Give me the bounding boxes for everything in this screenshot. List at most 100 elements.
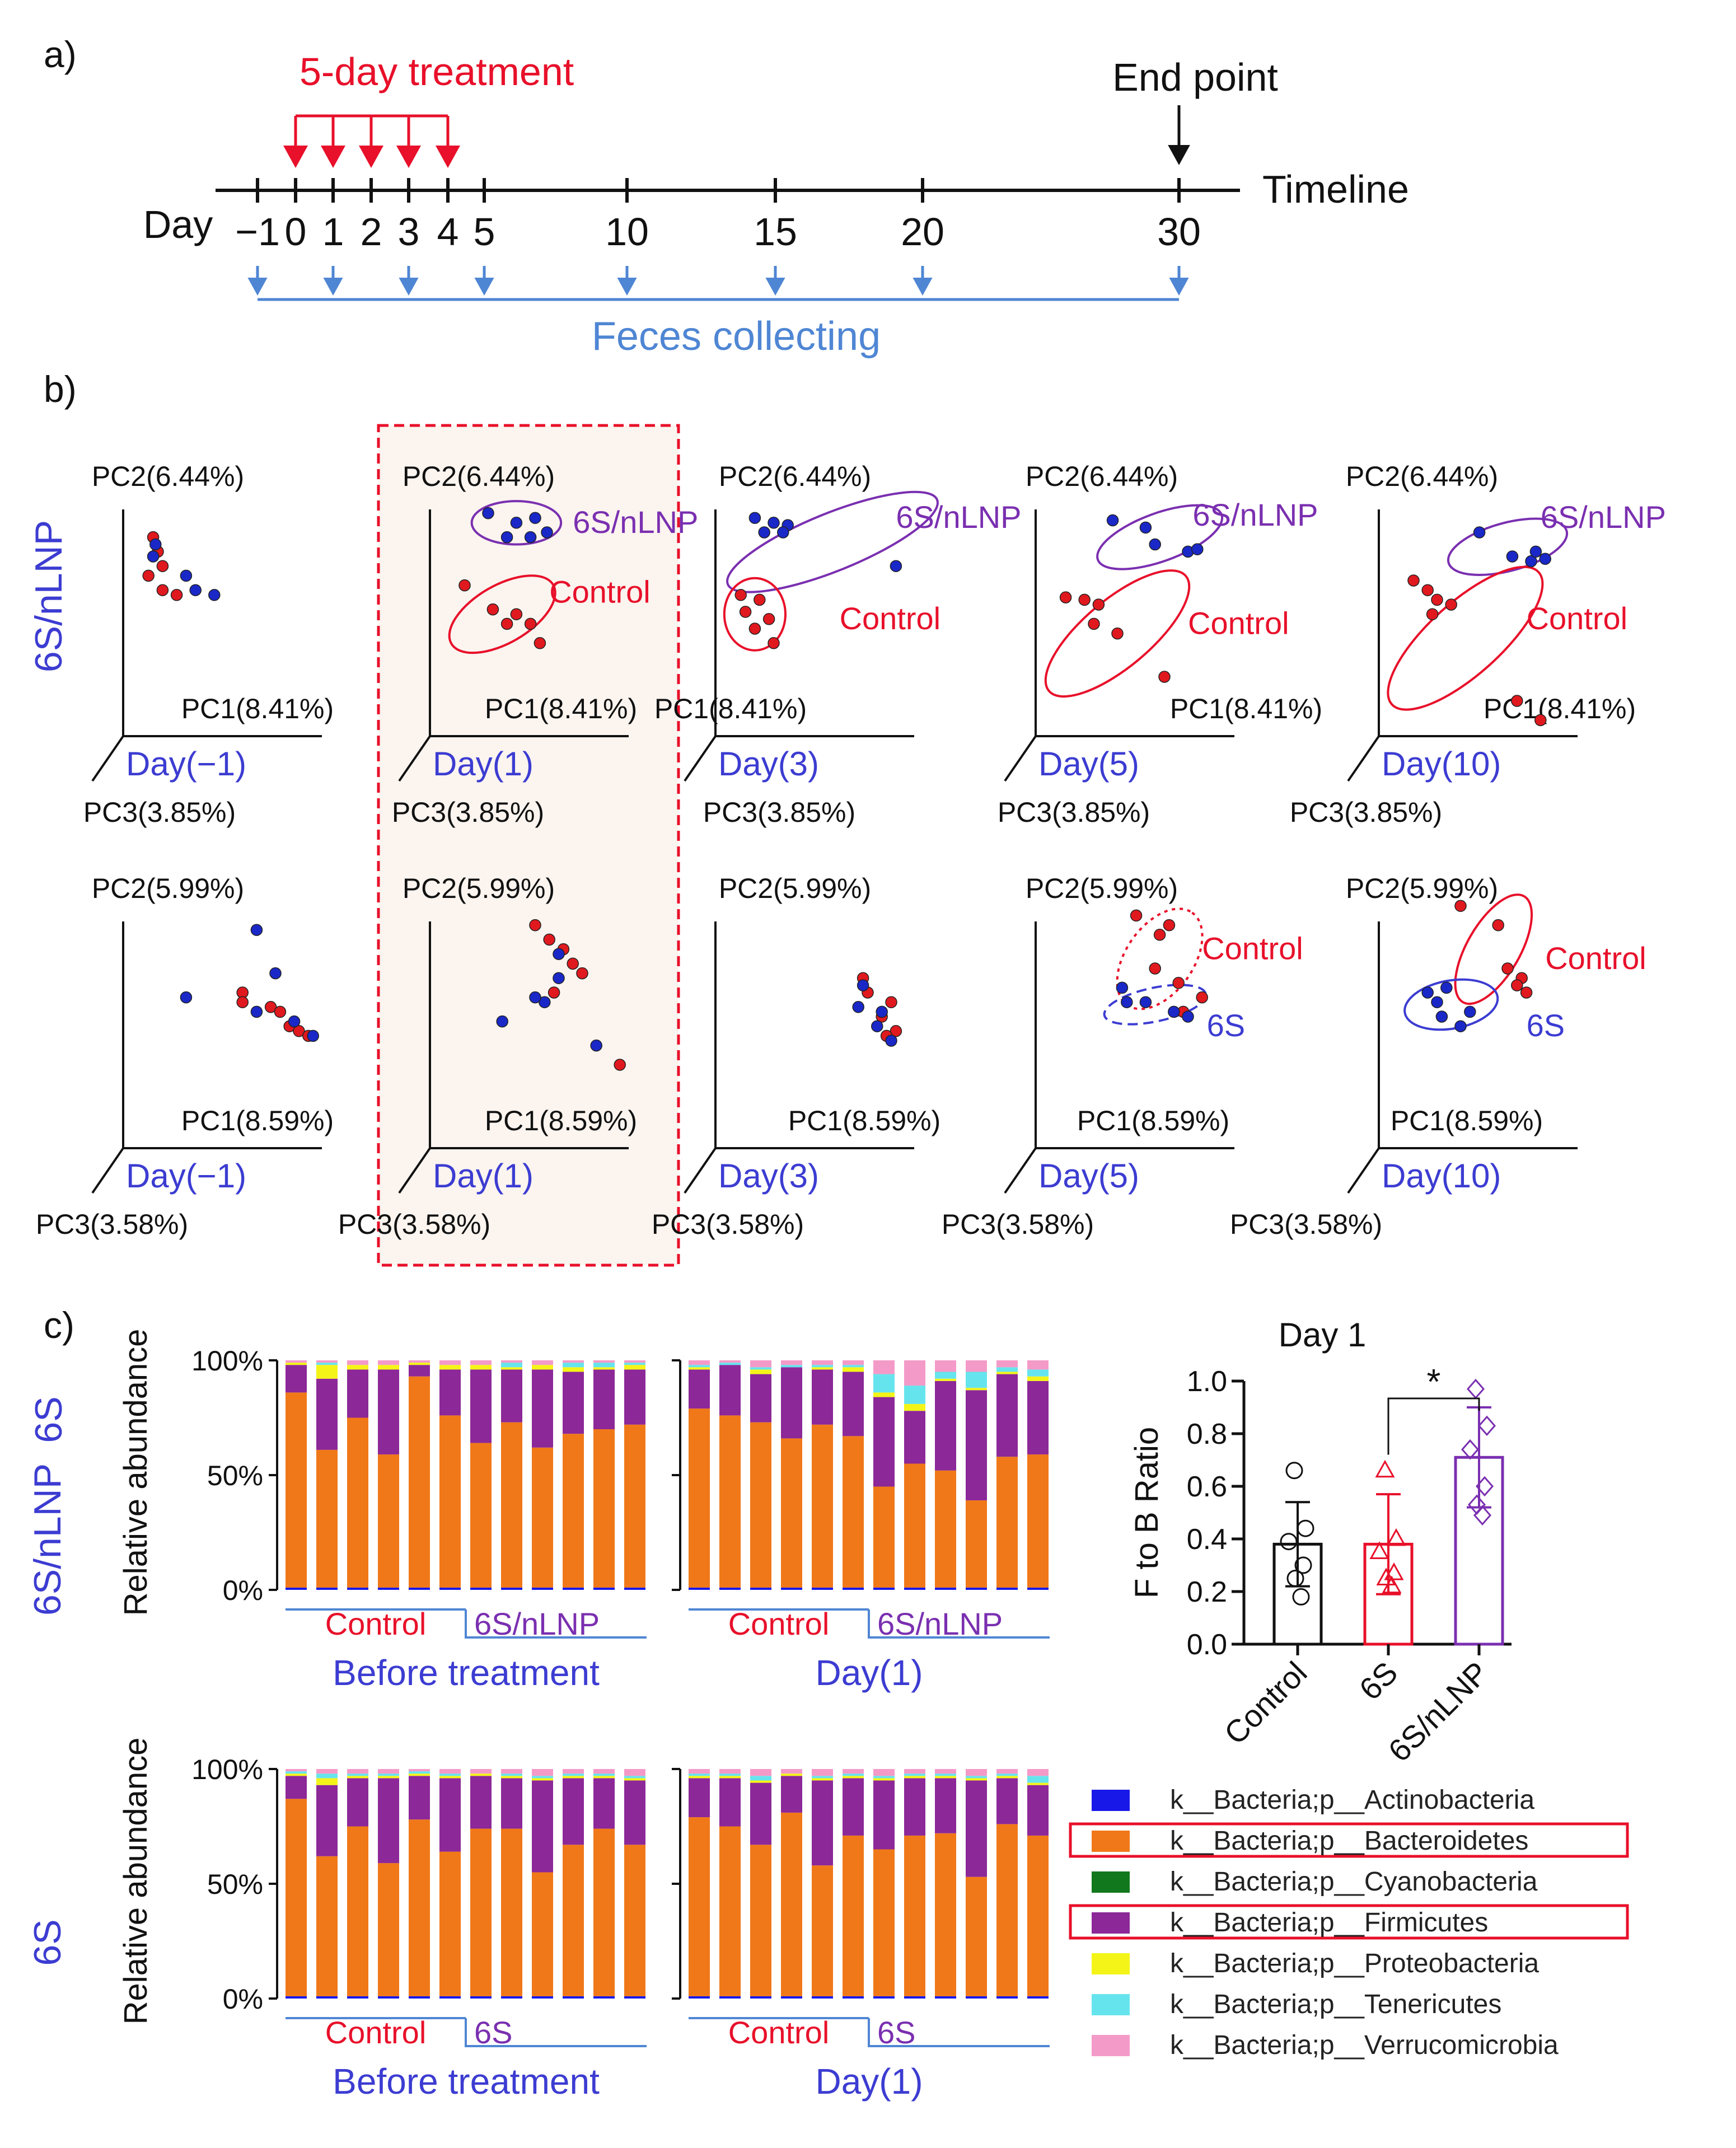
fb-point [1280, 1533, 1298, 1551]
bar-segment-tenericutes [439, 1773, 461, 1776]
control-point [1511, 695, 1523, 707]
panel-a: a) Timeline −1 0 1 2 3 4 5 10 15 20 30 Day 5-day treat… [44, 34, 1409, 359]
bar-segment-actinobacteria [904, 1996, 925, 1999]
bar-segment-firmicutes [624, 1369, 645, 1425]
bar-segment-actinobacteria [781, 1587, 802, 1590]
control-point [1059, 591, 1072, 603]
bar-segment-actinobacteria [286, 1587, 307, 1590]
bar-segment-proteobacteria [1027, 1782, 1049, 1785]
bar-segment-bacteroidetes [316, 1449, 338, 1588]
pc2-label: PC2(6.44%) [92, 461, 244, 492]
bar-segment-actinobacteria [563, 1996, 584, 1999]
pc2-label: PC2(6.44%) [403, 461, 555, 492]
bar-segment-proteobacteria [501, 1367, 522, 1370]
bar-segment-tenericutes [501, 1773, 522, 1776]
bar-segment-proteobacteria [286, 1773, 307, 1776]
feces-arrow-head [765, 278, 785, 296]
pc3-label: PC3(3.58%) [942, 1209, 1094, 1240]
bar-segment-firmicutes [470, 1369, 492, 1443]
treated-point [1473, 526, 1486, 539]
treated-point [496, 1015, 508, 1028]
fb-point [1285, 1462, 1303, 1480]
bar-segment-tenericutes [593, 1363, 615, 1368]
day-tick-label: 30 [1157, 210, 1201, 254]
bar-segment-actinobacteria [689, 1996, 710, 1999]
pcoa-row-label: 6S/nLNP [27, 520, 70, 672]
bar-segment-proteobacteria [750, 1369, 771, 1374]
bar-segment-bacteroidetes [689, 1408, 710, 1588]
bar-segment-firmicutes [409, 1776, 430, 1820]
pc2-label: PC2(5.99%) [1346, 873, 1498, 904]
bar-segment-actinobacteria [966, 1587, 987, 1590]
bar-segment-bacteroidetes [1027, 1454, 1049, 1588]
abundance-panel: Control 6S/nLNP Day(1) [672, 1359, 1050, 1693]
bar-segment-firmicutes [563, 1372, 584, 1434]
bar-segment-verrucomicrobia [624, 1769, 645, 1776]
bar-segment-verrucomicrobia [1027, 1769, 1049, 1776]
pcoa-day-label: Day(3) [718, 745, 819, 783]
bar-segment-firmicutes [843, 1778, 864, 1836]
fb-point [1461, 1439, 1479, 1460]
bar-segment-tenericutes [563, 1363, 584, 1368]
control-point [885, 996, 897, 1008]
bar-segment-bacteroidetes [719, 1826, 741, 1996]
day-tick-label: 1 [322, 210, 344, 254]
bar-segment-actinobacteria [812, 1587, 833, 1590]
control-point [486, 603, 499, 616]
treated-point [871, 1020, 883, 1032]
bar-segment-bacteroidetes [501, 1828, 522, 1996]
bar-segment-verrucomicrobia [750, 1360, 771, 1368]
bar-segment-proteobacteria [812, 1367, 833, 1370]
control-point [170, 589, 183, 601]
legend: k__Bacteria;p__Actinobacteria k__Bacteria… [1069, 1785, 1629, 2060]
bar-segment-tenericutes [563, 1773, 584, 1776]
treated-point [149, 538, 162, 551]
bar-segment-bacteroidetes [378, 1454, 399, 1588]
treated-point [885, 1035, 897, 1047]
bar-segment-verrucomicrobia [378, 1769, 399, 1774]
bar-segment-bacteroidetes [1027, 1835, 1049, 1996]
cluster-ellipse [723, 577, 787, 652]
pc3-axis [398, 735, 431, 782]
bar-segment-verrucomicrobia [532, 1360, 553, 1365]
bar-segment-proteobacteria [873, 1778, 895, 1781]
bar-segment-proteobacteria [409, 1363, 430, 1365]
control-point [1426, 608, 1439, 620]
bar-segment-bacteroidetes [843, 1835, 864, 1996]
bar-segment-actinobacteria [996, 1587, 1018, 1590]
bar-segment-bacteroidetes [409, 1819, 430, 1996]
bar-segment-firmicutes [966, 1390, 987, 1501]
bar-segment-tenericutes [689, 1773, 710, 1776]
fb-point [1473, 1505, 1491, 1525]
bar-segment-actinobacteria [532, 1587, 553, 1590]
pc3-label: PC3(3.58%) [338, 1209, 490, 1240]
legend-label: k__Bacteria;p__Cyanobacteria [1170, 1867, 1538, 1897]
abundance-group: 6S Relative abundance 100% 50% 0% Control 6S Be… [26, 1738, 1050, 2102]
treated-point [529, 991, 541, 1004]
bar-segment-bacteroidetes [689, 1817, 710, 1996]
bar-segment-bacteroidetes [470, 1828, 492, 1996]
fb-point [1286, 1570, 1304, 1587]
bar-segment-tenericutes [781, 1365, 802, 1368]
bar-segment-tenericutes [501, 1363, 522, 1368]
bar-segment-actinobacteria [1027, 1587, 1049, 1590]
control-point [156, 584, 169, 596]
pc1-label: PC1(8.59%) [485, 1105, 637, 1136]
pc1-label: PC1(8.41%) [485, 693, 637, 724]
bar-segment-firmicutes [347, 1369, 368, 1418]
bar-segment-tenericutes [812, 1776, 833, 1779]
pcoa-day-label: Day(1) [433, 1157, 534, 1195]
bar-segment-actinobacteria [750, 1587, 771, 1590]
bar-segment-bacteroidetes [750, 1422, 771, 1588]
bar-segment-tenericutes [689, 1365, 710, 1368]
cluster-label: Control [1527, 601, 1628, 636]
bar-segment-verrucomicrobia [624, 1360, 645, 1363]
treatment-arrow-head [396, 146, 421, 168]
bar-segment-firmicutes [996, 1374, 1018, 1457]
treated-group-label: 6S/nLNP [474, 1606, 600, 1641]
bar-segment-firmicutes [873, 1780, 895, 1850]
treated-point [1191, 543, 1204, 555]
treated-group-label: 6S/nLNP [877, 1606, 1003, 1641]
bar-segment-proteobacteria [378, 1365, 399, 1370]
bar-segment-verrucomicrobia [719, 1360, 741, 1363]
